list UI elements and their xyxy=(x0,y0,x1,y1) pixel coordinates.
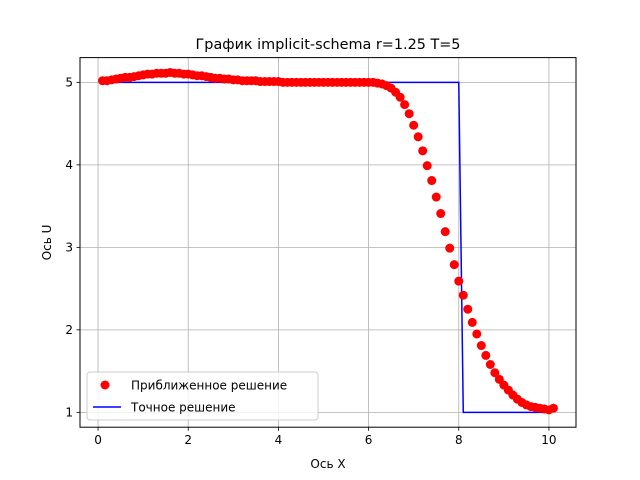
approx-point xyxy=(445,243,455,253)
approx-point xyxy=(485,360,495,369)
x-tick-label: 2 xyxy=(184,433,192,447)
approx-point xyxy=(548,403,558,413)
approx-point xyxy=(404,109,414,119)
x-axis-label: Ось X xyxy=(310,457,345,471)
approx-point xyxy=(409,120,419,130)
legend-approx-label: Приближенное решение xyxy=(131,379,287,393)
y-axis-ticks: 1 2 3 4 5 xyxy=(65,76,80,420)
approx-point xyxy=(472,329,482,339)
approx-point xyxy=(436,209,446,219)
approx-point xyxy=(476,341,486,351)
approx-point xyxy=(400,100,410,110)
legend-box xyxy=(86,371,319,421)
approx-point xyxy=(481,350,491,360)
y-tick-label: 5 xyxy=(65,76,73,90)
approx-point xyxy=(418,146,428,156)
approx-solution-series xyxy=(98,67,558,415)
approx-point xyxy=(427,176,437,186)
approx-point xyxy=(490,368,500,378)
y-tick-label: 4 xyxy=(65,158,73,172)
approx-point xyxy=(454,276,464,286)
x-axis-ticks: 0 2 4 6 8 10 xyxy=(94,427,557,447)
approx-point xyxy=(463,304,473,314)
approx-point xyxy=(431,192,441,202)
legend: Приближенное решение Точное решение xyxy=(86,371,319,421)
approx-point xyxy=(395,92,405,102)
legend-approx-marker xyxy=(100,380,110,390)
x-tick-label: 8 xyxy=(455,433,463,447)
approx-point xyxy=(422,161,432,171)
approx-point xyxy=(449,260,459,270)
legend-exact-label: Точное решение xyxy=(130,401,236,415)
plot-frame xyxy=(79,57,577,428)
x-tick-label: 4 xyxy=(275,433,283,447)
approx-point xyxy=(413,132,423,142)
approx-point xyxy=(458,290,468,300)
x-tick-label: 0 xyxy=(94,433,102,447)
approx-point xyxy=(467,317,477,327)
chart-title: График implicit-schema r=1.25 T=5 xyxy=(196,37,461,53)
y-tick-label: 2 xyxy=(65,323,73,337)
y-axis-label: Ось U xyxy=(40,225,54,261)
x-tick-label: 6 xyxy=(365,433,373,447)
approx-point xyxy=(440,227,450,237)
y-tick-label: 1 xyxy=(65,406,73,420)
x-tick-label: 10 xyxy=(541,433,556,447)
y-tick-label: 3 xyxy=(65,241,73,255)
